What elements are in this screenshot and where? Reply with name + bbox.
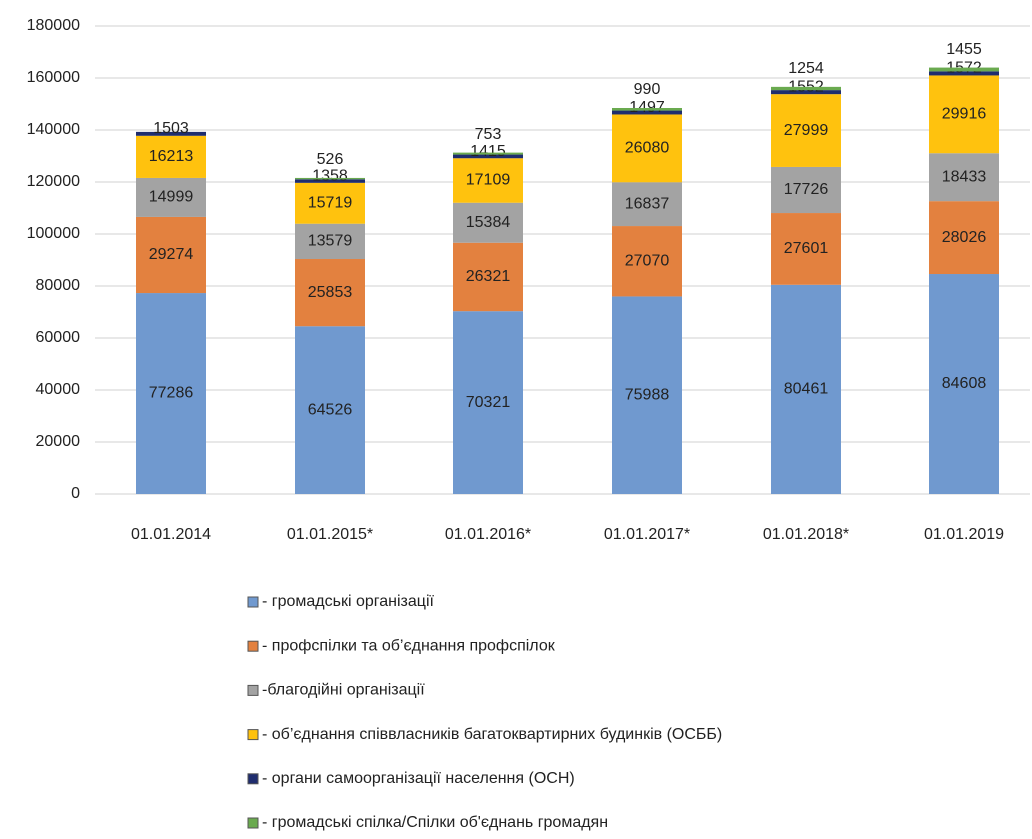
data-label: 77286 xyxy=(149,385,194,402)
bar-segment xyxy=(136,216,206,294)
data-label: 17726 xyxy=(784,181,829,198)
bar-segment xyxy=(612,107,682,111)
y-tick-label: 140000 xyxy=(27,121,80,138)
y-tick-label: 120000 xyxy=(27,173,80,190)
bar-segment xyxy=(136,177,206,217)
data-label: 15384 xyxy=(466,214,511,231)
x-tick-label: 01.01.2018* xyxy=(763,526,849,543)
data-label: 1358 xyxy=(312,168,348,185)
x-tick-label: 01.01.2014 xyxy=(131,526,211,543)
bar-segment xyxy=(295,326,365,494)
bar-segment xyxy=(771,90,841,95)
data-label: 990 xyxy=(634,81,661,98)
data-label: 526 xyxy=(317,151,344,168)
data-label: 17109 xyxy=(466,172,511,189)
bar-segment xyxy=(453,202,523,243)
data-label: 1497 xyxy=(629,99,665,116)
data-label: 753 xyxy=(475,126,502,143)
data-label: 28026 xyxy=(942,229,987,246)
bar-segment xyxy=(771,166,841,214)
bar-segment xyxy=(929,75,999,154)
bar-segment xyxy=(929,67,999,72)
legend-label: -благодійні організації xyxy=(262,682,425,699)
legend-label: - об’єднання співвласників багатоквартир… xyxy=(262,726,722,743)
y-tick-label: 0 xyxy=(71,485,80,502)
bar-segment xyxy=(612,110,682,115)
data-label: 16213 xyxy=(149,148,194,165)
data-label: 1503 xyxy=(153,120,189,137)
y-tick-label: 20000 xyxy=(36,433,81,450)
legend-label: - громадські організації xyxy=(262,593,435,610)
bar-segment xyxy=(929,274,999,494)
data-label: 26080 xyxy=(625,140,670,157)
y-tick-label: 80000 xyxy=(36,277,81,294)
bar-segment xyxy=(612,182,682,227)
bar-segment xyxy=(295,177,365,180)
data-label: 27070 xyxy=(625,252,670,269)
legend-label: - профспілки та об’єднання профспілок xyxy=(262,637,556,654)
data-label: 13579 xyxy=(308,233,353,250)
data-label: 27999 xyxy=(784,122,829,139)
bar-segment xyxy=(771,94,841,167)
data-label: 84608 xyxy=(942,375,987,392)
bar-segment xyxy=(136,131,206,136)
data-label: 29916 xyxy=(942,106,987,123)
data-label: 1415 xyxy=(470,143,506,160)
bar-segment xyxy=(612,296,682,494)
data-label: 64526 xyxy=(308,401,353,418)
data-label: 1552 xyxy=(788,78,824,95)
bar-segment xyxy=(453,158,523,203)
bar-segment xyxy=(295,259,365,327)
bar-segment xyxy=(136,135,206,178)
x-tick-label: 01.01.2019 xyxy=(924,526,1004,543)
data-label: 70321 xyxy=(466,394,511,411)
bar-segment xyxy=(771,86,841,91)
y-tick-label: 60000 xyxy=(36,329,81,346)
bar-segment xyxy=(929,201,999,275)
legend-swatch xyxy=(247,817,259,829)
data-label: 18433 xyxy=(942,168,987,185)
y-tick-label: 40000 xyxy=(36,381,81,398)
data-label: 1254 xyxy=(788,60,824,77)
bar-segment xyxy=(929,153,999,202)
bar-segment xyxy=(612,114,682,183)
data-label: 26321 xyxy=(466,268,511,285)
bar-segment xyxy=(453,311,523,494)
bar-segment xyxy=(612,226,682,297)
data-label: 14999 xyxy=(149,189,194,206)
data-label: 15719 xyxy=(308,194,353,211)
bar-segment xyxy=(295,179,365,183)
data-label: 16837 xyxy=(625,195,670,212)
y-tick-label: 180000 xyxy=(27,17,80,34)
y-tick-label: 100000 xyxy=(27,225,80,242)
legend-swatch xyxy=(247,596,259,608)
bar-segment xyxy=(453,152,523,155)
legend-swatch xyxy=(247,729,259,741)
bar-segment xyxy=(453,242,523,312)
x-tick-label: 01.01.2015* xyxy=(287,526,373,543)
x-tick-label: 01.01.2016* xyxy=(445,526,531,543)
bar-segment xyxy=(771,213,841,285)
bar-segment xyxy=(136,293,206,494)
legend-swatch xyxy=(247,684,259,696)
data-label: 1455 xyxy=(946,41,982,58)
legend-swatch xyxy=(247,640,259,652)
legend-label: - громадські спілка/Спілки об'єднань гро… xyxy=(262,814,608,831)
data-label: 80461 xyxy=(784,381,829,398)
bar-segment xyxy=(771,284,841,494)
x-tick-label: 01.01.2017* xyxy=(604,526,690,543)
data-label: 25853 xyxy=(308,284,353,301)
bar-segment xyxy=(295,182,365,224)
bar-segment xyxy=(453,154,523,159)
legend-swatch xyxy=(247,773,259,785)
data-label: 29274 xyxy=(149,246,194,263)
y-tick-label: 160000 xyxy=(27,69,80,86)
data-label: 75988 xyxy=(625,386,670,403)
bar-segment xyxy=(929,71,999,76)
legend-label: - органи самоорганізації населення (ОСН) xyxy=(262,770,575,787)
data-label: 27601 xyxy=(784,240,829,257)
bar-segment xyxy=(295,223,365,260)
